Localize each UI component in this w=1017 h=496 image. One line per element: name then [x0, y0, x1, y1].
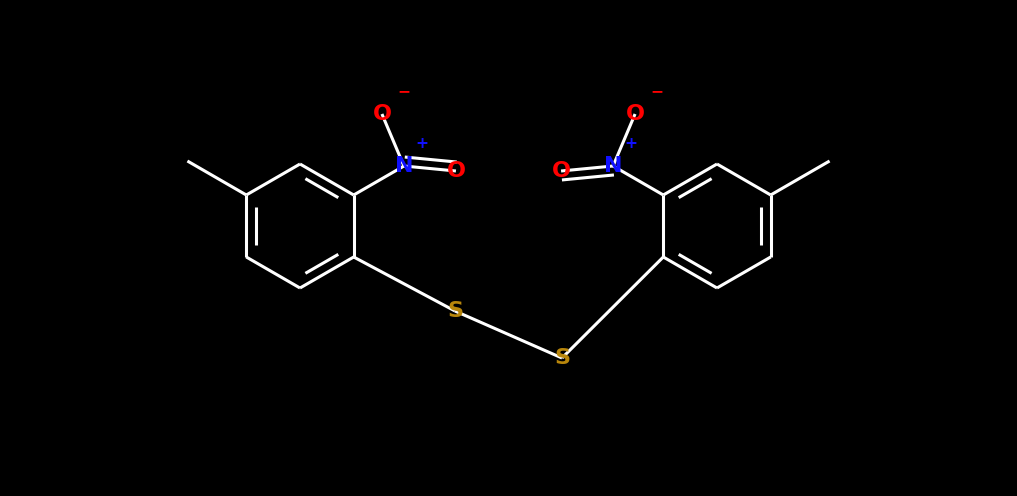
Text: O: O — [446, 161, 466, 181]
Text: +: + — [624, 136, 638, 151]
Text: S: S — [447, 301, 463, 321]
Text: O: O — [372, 104, 392, 124]
Text: N: N — [604, 156, 622, 176]
Text: −: − — [651, 84, 664, 100]
Text: −: − — [398, 84, 411, 100]
Text: +: + — [415, 136, 428, 151]
Text: O: O — [625, 104, 645, 124]
Text: N: N — [395, 156, 413, 176]
Text: O: O — [551, 161, 571, 181]
Text: S: S — [554, 348, 570, 368]
